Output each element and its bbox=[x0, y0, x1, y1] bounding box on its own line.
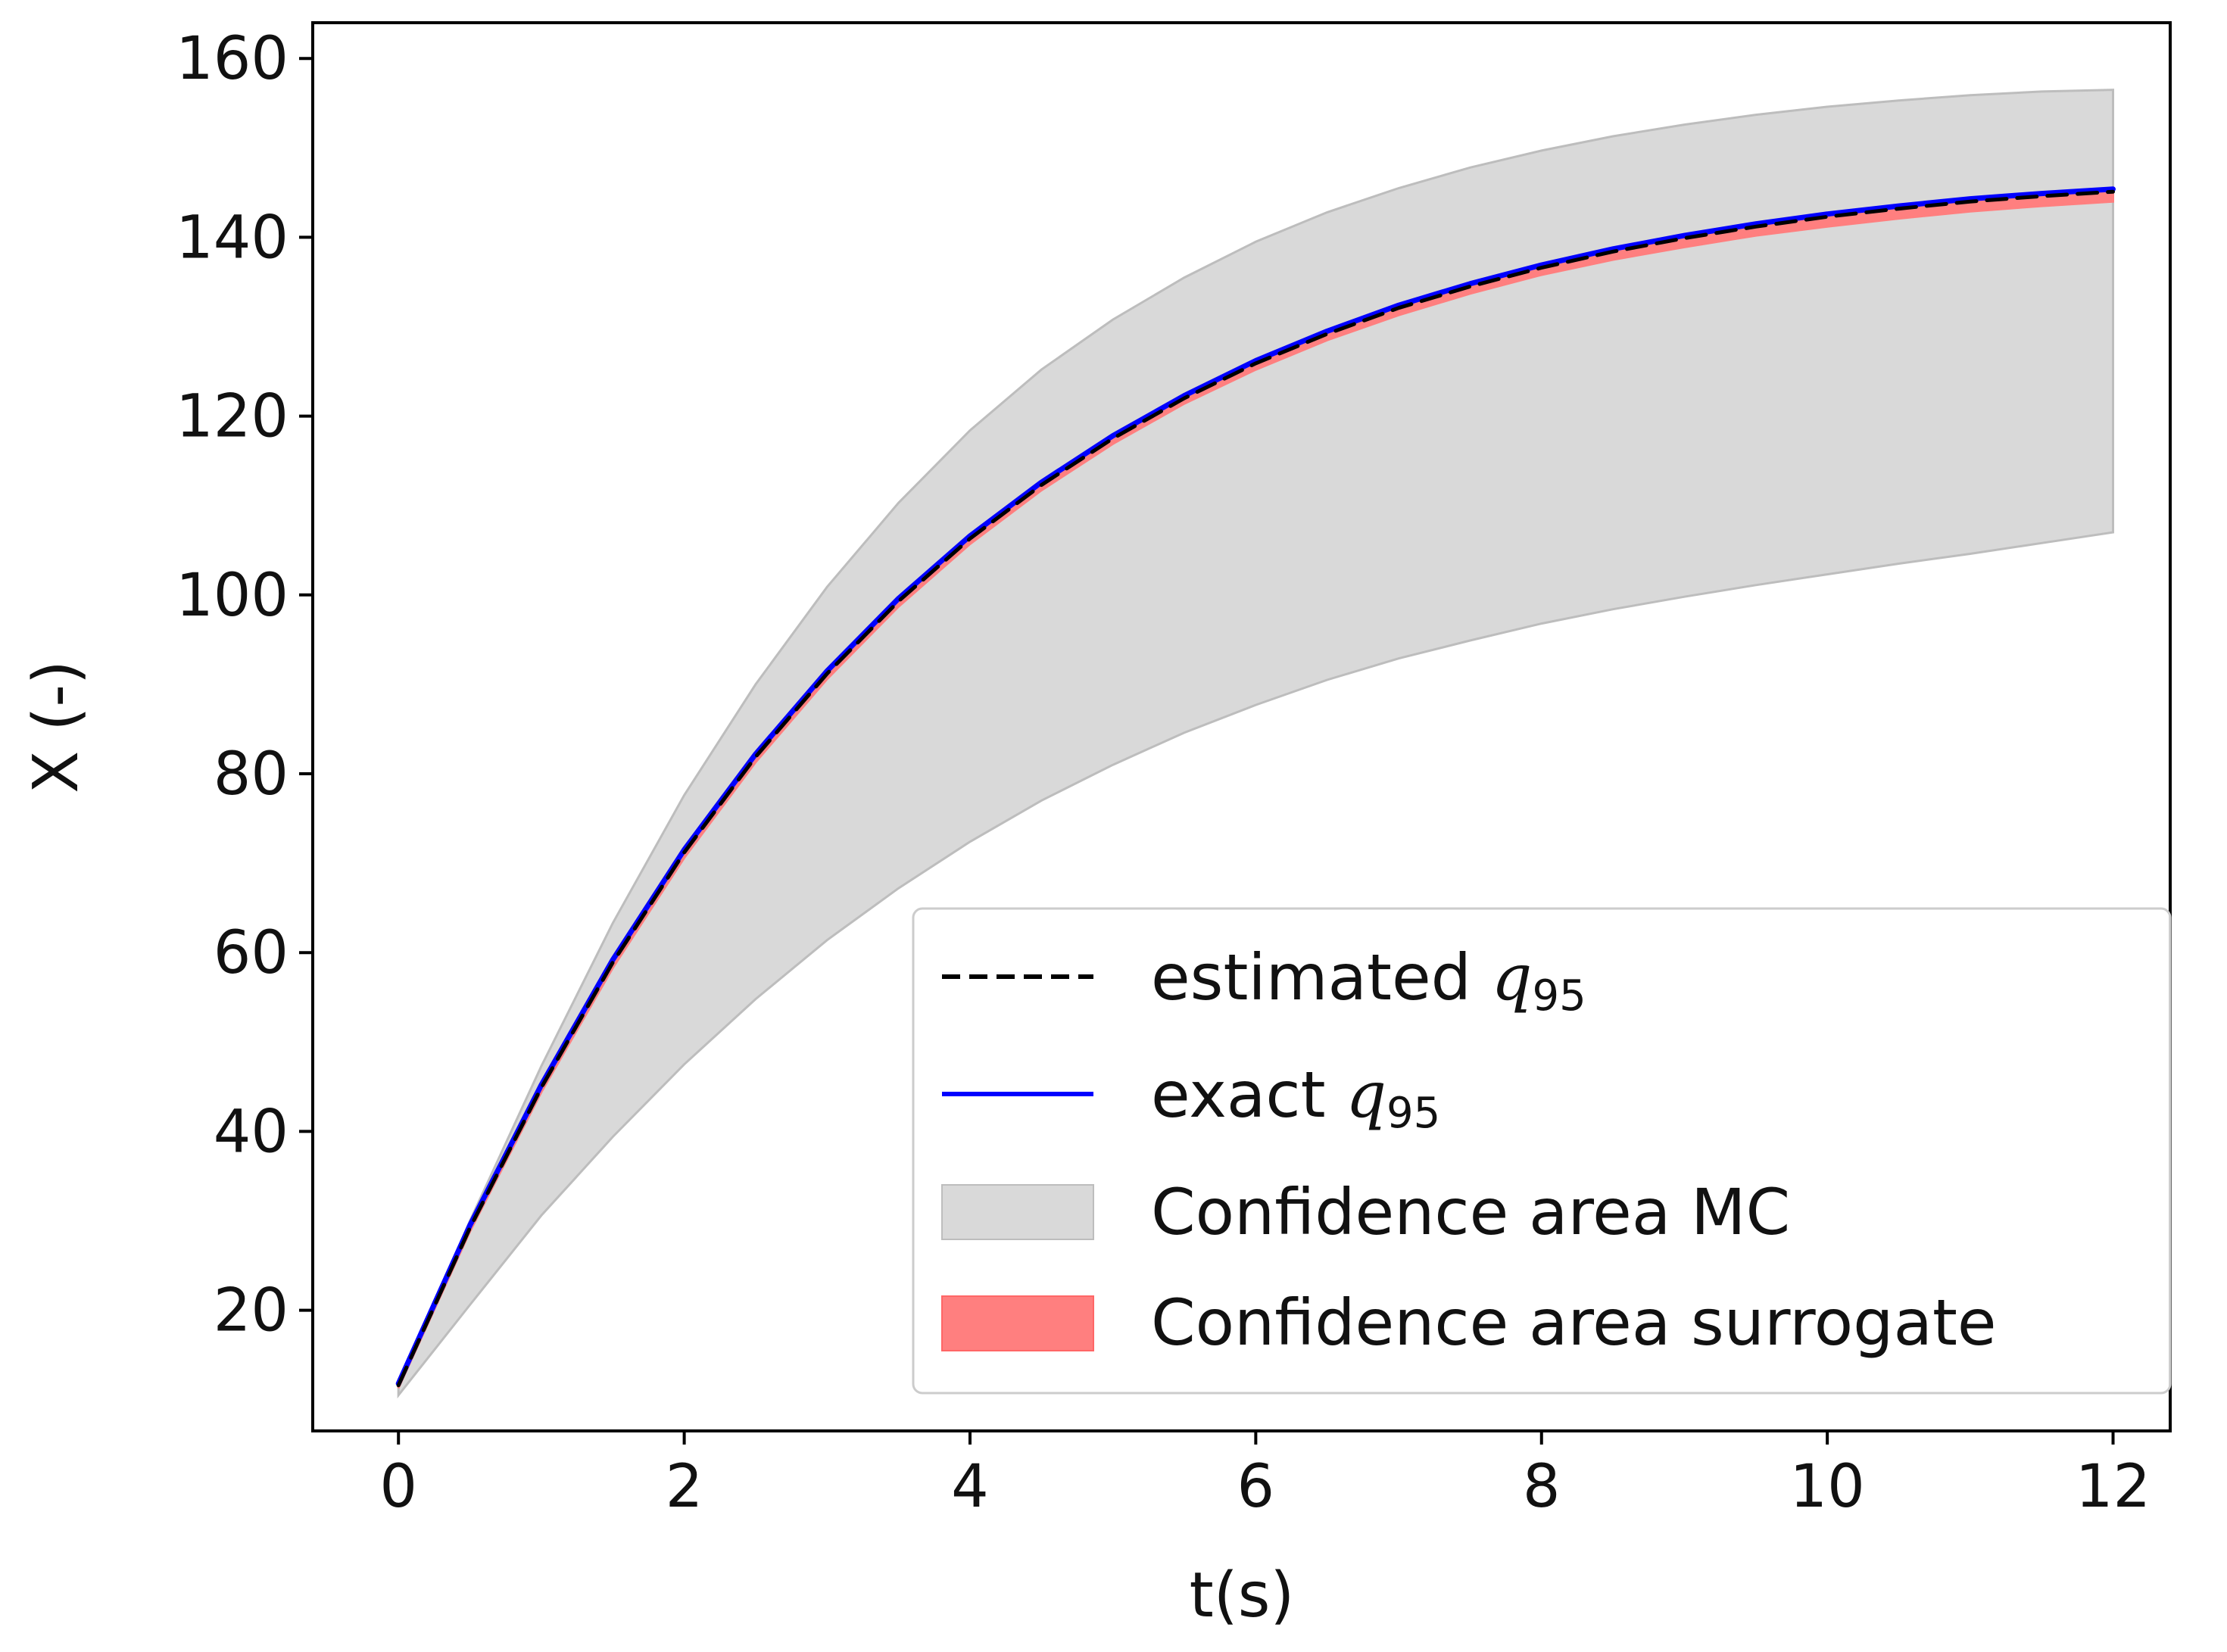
legend-label-confidence-surrogate: Confidence area surrogate bbox=[1151, 1286, 1997, 1360]
x-axis-label: t(s) bbox=[1190, 1560, 1295, 1632]
y-tick-label: 160 bbox=[176, 25, 289, 93]
legend-swatch-confidence-surrogate bbox=[941, 1295, 1094, 1351]
y-tick-label: 100 bbox=[176, 562, 289, 630]
y-tick-label: 80 bbox=[214, 740, 289, 809]
x-tick-label: 12 bbox=[2076, 1453, 2151, 1521]
y-tick-label: 20 bbox=[214, 1277, 289, 1345]
legend-label-estimated-q95: estimated q95 bbox=[1151, 940, 1586, 1021]
x-axis-ticks: 0 2 4 6 8 10 12 bbox=[379, 1431, 2151, 1521]
x-tick-label: 0 bbox=[379, 1453, 417, 1521]
line-estimated-q95 bbox=[396, 189, 2115, 1388]
y-axis-ticks: 20 40 60 80 100 120 140 160 bbox=[176, 25, 313, 1345]
legend: estimated q95 exact q95 Confidence area … bbox=[912, 907, 2172, 1395]
legend-label-exact-q95: exact q95 bbox=[1151, 1058, 1440, 1138]
x-tick-label: 6 bbox=[1237, 1453, 1275, 1521]
x-tick-label: 2 bbox=[666, 1453, 703, 1521]
y-tick-label: 140 bbox=[176, 204, 289, 272]
legend-swatch-confidence-mc bbox=[941, 1184, 1094, 1240]
band-confidence-area-mc bbox=[397, 89, 2114, 1399]
y-axis-label: X (-) bbox=[20, 660, 92, 793]
quantile-lines bbox=[395, 186, 2116, 1388]
legend-label-confidence-mc: Confidence area MC bbox=[1151, 1175, 1790, 1249]
y-tick-label: 120 bbox=[176, 383, 289, 451]
legend-box bbox=[912, 907, 2172, 1395]
x-tick-label: 8 bbox=[1523, 1453, 1561, 1521]
x-tick-label: 4 bbox=[951, 1453, 989, 1521]
y-tick-label: 40 bbox=[214, 1098, 289, 1166]
y-tick-label: 60 bbox=[214, 919, 289, 987]
x-tick-label: 10 bbox=[1790, 1453, 1865, 1521]
plot-frame bbox=[311, 21, 2172, 1432]
